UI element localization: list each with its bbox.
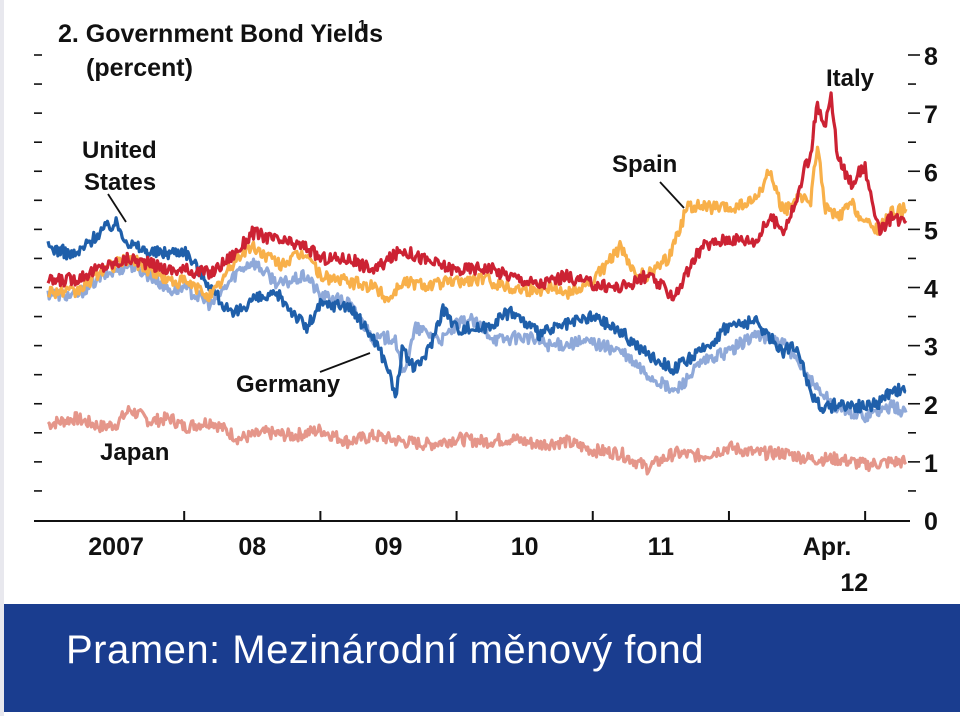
y-tick-label: 6	[924, 159, 938, 187]
source-footer: Pramen: Mezinárodní měnový fond	[4, 604, 960, 712]
y-tick-label: 0	[924, 508, 938, 536]
series-line-spain	[46, 145, 908, 304]
y-tick-label: 8	[924, 43, 938, 71]
source-text: Pramen: Mezinárodní měnový fond	[66, 628, 705, 672]
y-tick-label: 3	[924, 334, 938, 362]
y-tick-label: 7	[924, 101, 938, 129]
pointer-germany	[319, 352, 371, 373]
x-tick-label: 2007	[88, 533, 144, 561]
label-united-states-line2: States	[84, 169, 156, 196]
y-tick-label: 2	[924, 392, 938, 420]
x-tick-label: 08	[238, 533, 266, 561]
y-tick-label: 4	[924, 276, 938, 304]
x-tick-sublabel: 12	[840, 569, 868, 597]
x-tick-label: Apr.	[803, 533, 852, 561]
label-italy: Italy	[826, 65, 875, 92]
y-tick-label: 5	[924, 217, 938, 245]
series-line-japan	[46, 405, 908, 476]
left-edge-strip	[0, 0, 4, 716]
x-tick-label: 10	[511, 533, 539, 561]
bond-yields-chart: 0 1 2 3 4 5 6 7 8 2007 08 09 10 11 Apr. 12 2. Governmen…	[34, 17, 938, 597]
label-spain: Spain	[612, 151, 677, 178]
pointer-spain	[659, 181, 685, 209]
pointer-united-states	[107, 193, 127, 223]
label-germany: Germany	[236, 371, 341, 398]
label-united-states-line1: United	[82, 137, 157, 164]
chart-title-footnote: 1	[358, 17, 366, 34]
series-layer	[46, 91, 908, 476]
x-tick-label: 11	[648, 533, 675, 561]
x-tick-label: 09	[375, 533, 403, 561]
series-line-united-states	[46, 216, 907, 414]
chart-subtitle: (percent)	[86, 54, 193, 82]
y-tick-label: 1	[924, 450, 938, 478]
chart-title: 2. Government Bond Yields	[58, 20, 383, 48]
series-line-italy	[46, 91, 908, 302]
label-japan: Japan	[100, 439, 169, 466]
